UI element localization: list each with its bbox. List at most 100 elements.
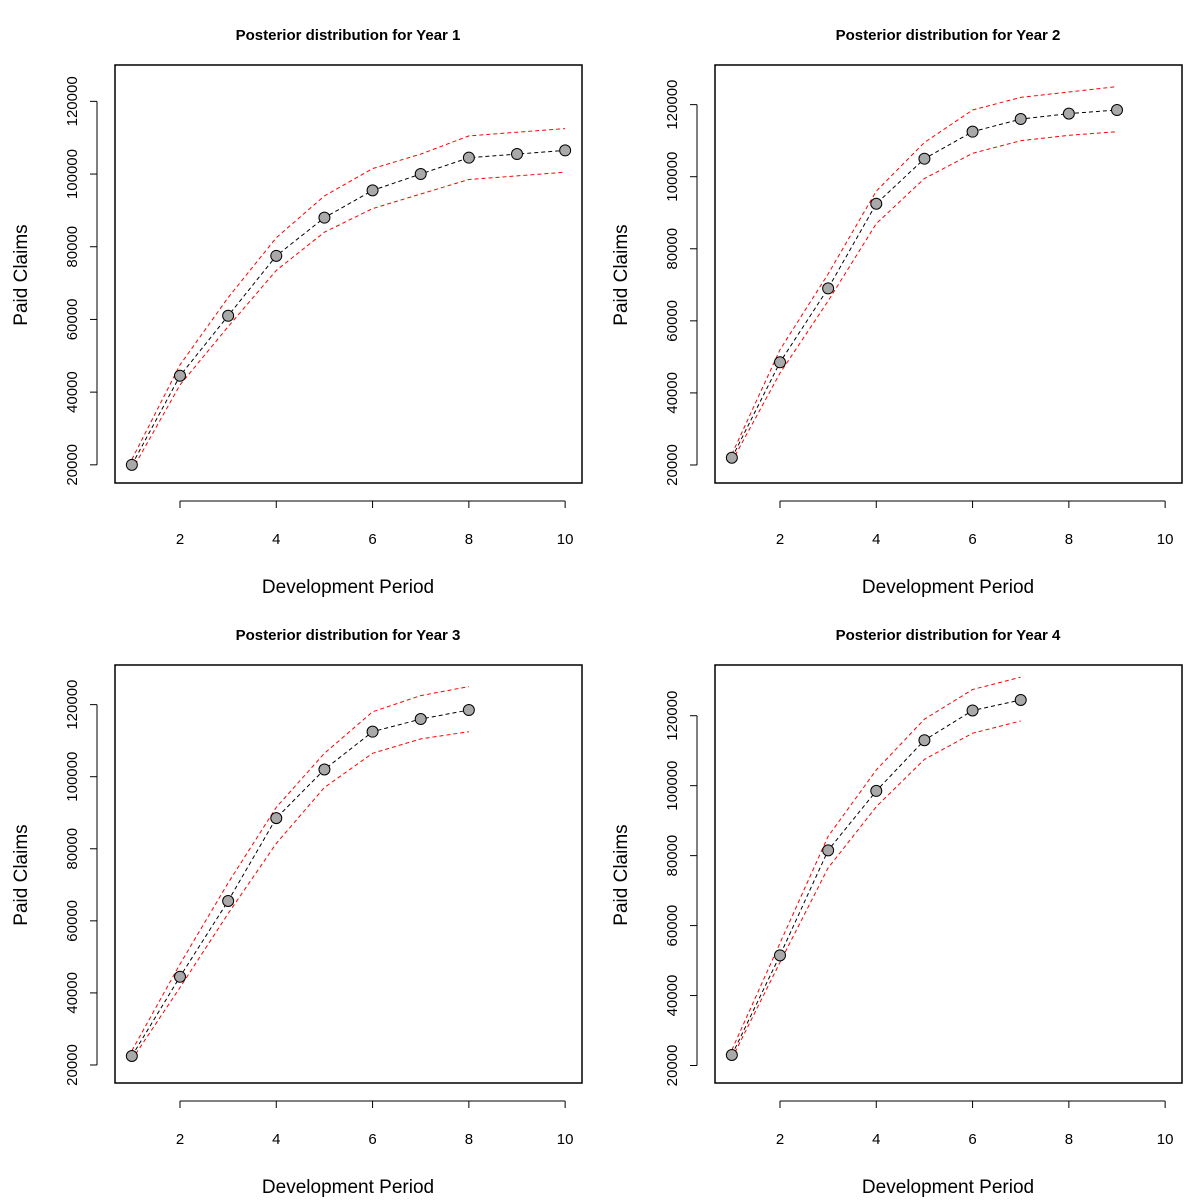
series-lower-line <box>131 171 566 471</box>
x-tick-label: 10 <box>557 1131 574 1148</box>
series-lower-line <box>131 731 469 1060</box>
x-tick-label: 6 <box>968 531 976 548</box>
x-axis: 2 4 6 8 10 <box>176 500 574 548</box>
median-point <box>125 458 138 471</box>
median-point <box>366 184 379 197</box>
median-point <box>222 895 235 908</box>
median-point <box>822 844 835 857</box>
median-point <box>918 152 931 165</box>
y-tick-label: 120000 <box>664 80 681 130</box>
series-median-line <box>131 709 469 1057</box>
x-tick-label: 10 <box>1157 1131 1174 1148</box>
chart-title: Posterior distribution for Year 1 <box>236 27 461 44</box>
y-tick-label: 40000 <box>64 371 81 413</box>
median-point <box>822 282 835 295</box>
median-point <box>725 1049 738 1062</box>
chart-panel-year-2: Posterior distribution for Year 2 2 4 6 8 10 D… <box>611 27 1183 598</box>
y-tick-label: 40000 <box>664 372 681 414</box>
y-tick-label: 20000 <box>664 444 681 486</box>
median-point <box>270 812 283 825</box>
x-axis: 2 4 6 8 10 <box>776 1100 1174 1148</box>
chart-panel-year-4: Posterior distribution for Year 4 2 4 6 8 10 D… <box>611 627 1183 1198</box>
chart-title: Posterior distribution for Year 3 <box>236 627 461 644</box>
y-tick-label: 80000 <box>664 228 681 270</box>
y-axis-label: Paid Claims <box>11 824 32 925</box>
y-axis: 20000 40000 60000 80000 100000 120000 <box>664 80 698 486</box>
y-axis: 20000 40000 60000 80000 100000 120000 <box>64 680 98 1086</box>
median-point <box>414 168 427 181</box>
y-tick-label: 60000 <box>664 300 681 342</box>
chart-panel-year-3: Posterior distribution for Year 3 2 4 6 8 10 D… <box>11 627 583 1198</box>
y-axis-label: Paid Claims <box>611 824 632 925</box>
y-tick-label: 80000 <box>64 226 81 268</box>
x-tick-label: 2 <box>776 531 784 548</box>
median-point <box>773 356 786 369</box>
y-tick-label: 100000 <box>664 761 681 811</box>
x-tick-label: 2 <box>176 531 184 548</box>
x-tick-label: 4 <box>872 1131 880 1148</box>
plot-frame <box>714 64 1183 484</box>
x-tick-label: 8 <box>1065 531 1073 548</box>
y-axis: 20000 40000 60000 80000 100000 120000 <box>664 691 698 1087</box>
x-tick-label: 10 <box>557 531 574 548</box>
y-tick-label: 120000 <box>64 680 81 730</box>
median-point <box>270 249 283 262</box>
series-median-line <box>131 149 566 466</box>
x-tick-label: 6 <box>368 531 376 548</box>
median-point <box>1014 693 1027 706</box>
x-axis: 2 4 6 8 10 <box>176 1100 574 1148</box>
x-tick-label: 2 <box>776 1131 784 1148</box>
x-tick-label: 4 <box>272 1131 280 1148</box>
x-tick-label: 8 <box>465 1131 473 1148</box>
median-point <box>462 151 475 164</box>
median-point <box>462 704 475 717</box>
y-tick-label: 100000 <box>64 752 81 802</box>
y-tick-label: 60000 <box>64 299 81 341</box>
x-tick-label: 6 <box>968 1131 976 1148</box>
y-tick-label: 40000 <box>664 975 681 1017</box>
median-point <box>966 125 979 138</box>
x-axis-label: Development Period <box>862 577 1034 598</box>
y-tick-label: 100000 <box>664 152 681 202</box>
y-tick-label: 40000 <box>64 972 81 1014</box>
series-lower-line <box>731 131 1118 462</box>
median-point <box>318 763 331 776</box>
chart-panel-year-1: Posterior distribution for Year 1 2 4 6 8 10 D… <box>11 27 583 598</box>
y-axis-label: Paid Claims <box>11 224 32 325</box>
median-point <box>1062 107 1075 120</box>
y-tick-label: 60000 <box>64 900 81 942</box>
plot-frame <box>114 64 583 484</box>
x-tick-label: 8 <box>1065 1131 1073 1148</box>
y-axis-label: Paid Claims <box>611 224 632 325</box>
chart-title: Posterior distribution for Year 2 <box>836 27 1061 44</box>
median-point <box>870 197 883 210</box>
y-tick-label: 80000 <box>64 828 81 870</box>
y-tick-label: 100000 <box>64 149 81 199</box>
x-tick-label: 6 <box>368 1131 376 1148</box>
y-tick-label: 60000 <box>664 905 681 947</box>
median-point <box>773 949 786 962</box>
x-tick-label: 10 <box>1157 531 1174 548</box>
x-axis: 2 4 6 8 10 <box>776 500 1174 548</box>
y-tick-label: 20000 <box>64 1044 81 1086</box>
median-point <box>1111 104 1124 117</box>
y-tick-label: 20000 <box>664 1045 681 1087</box>
plot-frame <box>714 664 1183 1084</box>
x-axis-label: Development Period <box>262 577 434 598</box>
median-point <box>870 784 883 797</box>
median-point <box>966 704 979 717</box>
y-tick-label: 120000 <box>664 691 681 741</box>
median-point <box>366 725 379 738</box>
series-upper-line <box>731 676 1021 1051</box>
series-upper-line <box>131 128 566 460</box>
median-point <box>511 148 524 161</box>
y-tick-label: 20000 <box>64 444 81 486</box>
median-point <box>173 970 186 983</box>
x-tick-label: 4 <box>272 531 280 548</box>
median-point <box>173 369 186 382</box>
series-upper-line <box>131 686 469 1051</box>
x-axis-label: Development Period <box>862 1177 1034 1198</box>
median-point <box>318 211 331 224</box>
series-lower-line <box>731 720 1021 1059</box>
